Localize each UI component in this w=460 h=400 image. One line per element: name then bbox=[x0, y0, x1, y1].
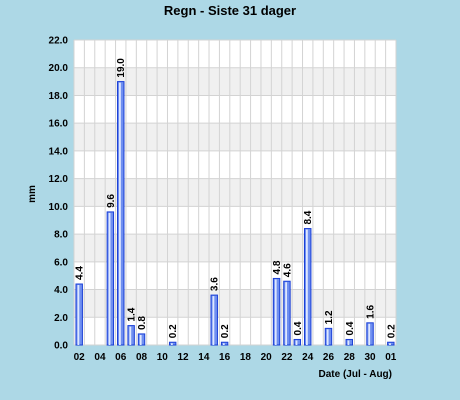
y-tick-label: 14.0 bbox=[49, 146, 69, 157]
plot-band bbox=[74, 289, 396, 318]
bar-highlight bbox=[222, 343, 225, 345]
bar-data-label: 0.8 bbox=[137, 316, 148, 330]
bar-highlight bbox=[108, 212, 111, 345]
y-tick-label: 6.0 bbox=[54, 257, 68, 268]
y-tick-label: 2.0 bbox=[54, 313, 68, 324]
x-tick-label: 14 bbox=[198, 352, 210, 363]
bar-data-label: 4.8 bbox=[272, 260, 283, 274]
x-tick-label: 24 bbox=[302, 352, 314, 363]
bar-highlight bbox=[368, 323, 371, 345]
x-tick-label: 06 bbox=[115, 352, 127, 363]
y-axis-label: mm bbox=[27, 185, 38, 203]
y-axis-ticks: 0.0 2.0 4.0 6.0 8.0 10.0 12.0 14.0 16.0 18.0 20.0 2… bbox=[49, 36, 69, 352]
y-tick-label: 8.0 bbox=[54, 230, 68, 241]
bar-data-label: 0.2 bbox=[168, 324, 179, 338]
bar-data-label: 3.6 bbox=[210, 277, 221, 291]
bar-highlight bbox=[129, 326, 132, 345]
y-tick-label: 12.0 bbox=[49, 174, 69, 185]
plot-band bbox=[74, 178, 396, 207]
y-tick-label: 4.0 bbox=[54, 285, 68, 296]
horizontal-gridlines bbox=[74, 39, 396, 346]
x-axis-ticks: 02 04 06 08 10 12 14 16 18 20 22 24 26 28 30 01 bbox=[74, 352, 397, 363]
plot-band bbox=[74, 234, 396, 262]
bar-data-label: 19.0 bbox=[116, 58, 127, 78]
bar-highlight bbox=[347, 340, 350, 345]
x-tick-label: 04 bbox=[94, 352, 106, 363]
bar-data-label: 1.4 bbox=[127, 307, 138, 321]
x-tick-label: 20 bbox=[261, 352, 273, 363]
x-tick-label: 12 bbox=[178, 352, 190, 363]
y-tick-label: 10.0 bbox=[49, 202, 69, 213]
bars bbox=[75, 81, 395, 346]
bar-highlight bbox=[274, 279, 277, 345]
y-tick-label: 20.0 bbox=[49, 63, 69, 74]
x-tick-label: 30 bbox=[364, 352, 376, 363]
x-tick-label: 26 bbox=[323, 352, 335, 363]
bar-data-label: 1.2 bbox=[324, 310, 335, 324]
bar-highlight bbox=[326, 329, 329, 345]
y-tick-label: 0.0 bbox=[54, 341, 68, 352]
bar-data-label: 0.2 bbox=[220, 324, 231, 338]
bar-data-label: 1.6 bbox=[366, 304, 377, 318]
x-tick-label: 02 bbox=[74, 352, 86, 363]
x-tick-label: 16 bbox=[219, 352, 231, 363]
bar-highlight bbox=[305, 229, 308, 345]
bar-highlight bbox=[295, 340, 298, 345]
y-tick-label: 18.0 bbox=[49, 91, 69, 102]
x-tick-label: 10 bbox=[157, 352, 169, 363]
bar-highlight bbox=[119, 82, 121, 345]
plot-background bbox=[74, 40, 396, 345]
bar-highlight bbox=[139, 334, 142, 345]
bar-highlight bbox=[285, 282, 288, 345]
bar-data-label: 0.2 bbox=[386, 324, 397, 338]
bar-highlight bbox=[77, 285, 80, 345]
bar-data-labels: 4.4 9.6 19.0 1.40.8 0.2 3.6 0.2 4.8 4.6 0.4 8.4 1.2… bbox=[75, 58, 398, 339]
plot-band bbox=[74, 123, 396, 151]
x-tick-label: 18 bbox=[240, 352, 252, 363]
x-axis-label: Date (Jul - Aug) bbox=[318, 369, 392, 380]
bar-data-label: 0.4 bbox=[293, 321, 304, 335]
bar-data-label: 8.4 bbox=[303, 210, 314, 224]
x-tick-label: 28 bbox=[344, 352, 356, 363]
bar-highlight bbox=[389, 343, 391, 345]
x-tick-label: 08 bbox=[136, 352, 148, 363]
bar-data-label: 4.6 bbox=[282, 263, 293, 277]
bar-data-label: 4.4 bbox=[75, 266, 86, 280]
plot-band bbox=[74, 67, 396, 96]
x-tick-label: 01 bbox=[385, 352, 397, 363]
chart-title: Regn - Siste 31 dager bbox=[164, 3, 296, 18]
x-tick-label: 22 bbox=[281, 352, 293, 363]
y-tick-label: 16.0 bbox=[49, 119, 69, 130]
bar-highlight bbox=[212, 296, 215, 345]
bar-highlight bbox=[170, 343, 173, 345]
vertical-gridlines bbox=[73, 40, 397, 345]
bar-data-label: 9.6 bbox=[106, 194, 117, 208]
y-tick-label: 22.0 bbox=[49, 36, 69, 47]
bar-data-label: 0.4 bbox=[345, 321, 356, 335]
